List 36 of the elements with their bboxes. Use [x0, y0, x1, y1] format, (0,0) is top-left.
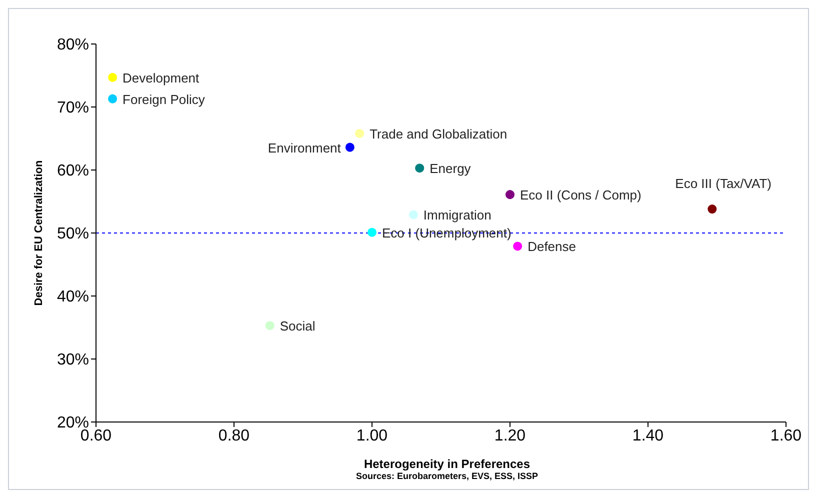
annotation: Eco III (Tax/VAT) — [675, 176, 772, 192]
annotation: Immigration — [423, 208, 492, 223]
point — [108, 72, 118, 82]
annotation: Foreign Policy — [122, 92, 206, 107]
annotation: Development — [122, 70, 200, 86]
point — [708, 204, 717, 214]
y-axis-title: Desire for EU Centralization — [32, 160, 45, 306]
point — [355, 128, 364, 138]
x-tick-label: 0.80 — [218, 427, 250, 444]
y-tick-label: 30% — [56, 352, 89, 369]
y-tick-label: 70% — [56, 100, 89, 117]
point — [513, 242, 522, 251]
annotation: Trade and Globalization — [370, 126, 508, 142]
x-tick-label: 1.20 — [494, 427, 526, 444]
point — [408, 210, 418, 220]
point — [265, 321, 274, 330]
x-tick-label: 1.00 — [356, 427, 388, 444]
x-tick-label: 1.40 — [632, 427, 664, 444]
annotation: Defense — [528, 239, 576, 254]
annotation: Energy — [430, 161, 472, 176]
point — [108, 94, 118, 104]
y-tick-label: 50% — [56, 226, 89, 243]
annotation: Environment — [268, 140, 342, 156]
point — [505, 190, 515, 200]
point — [345, 142, 354, 152]
y-tick-label: 40% — [56, 288, 89, 306]
source-note: Sources: Eurobarometers, EVS, ESS, ISSP — [354, 471, 540, 481]
y-tick-label: 80% — [56, 36, 89, 54]
x-axis-title: Heterogeneity in Preferences — [362, 457, 532, 471]
x-tick-label: 1.60 — [770, 427, 802, 444]
annotation: Social — [280, 318, 316, 334]
y-tick-label: 60% — [56, 162, 89, 180]
point — [367, 228, 377, 237]
point — [415, 164, 424, 173]
annotation: Eco I (Unemployment) — [382, 225, 512, 240]
annotation: Eco II (Cons / Comp) — [520, 188, 642, 203]
